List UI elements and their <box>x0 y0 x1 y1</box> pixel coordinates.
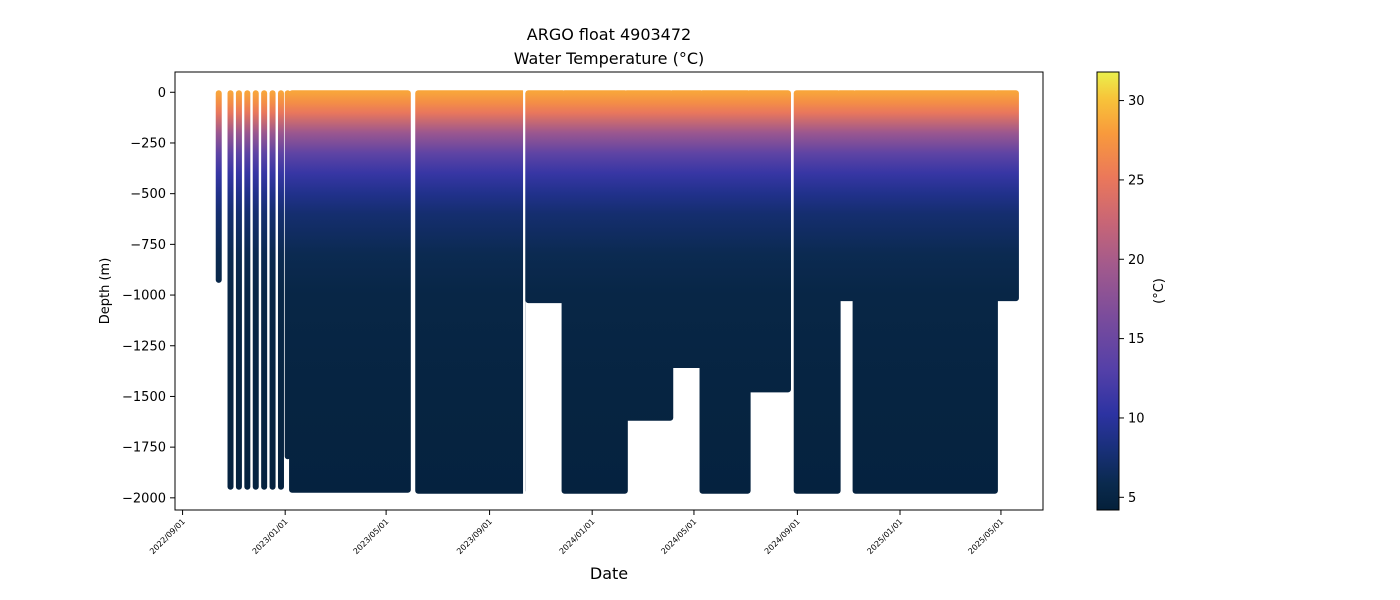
x-axis-label: Date <box>590 564 628 583</box>
profile-8 <box>277 90 284 490</box>
y-tick-label: −1000 <box>122 289 166 304</box>
x-tick-label: 2024/05/01 <box>659 517 698 556</box>
y-tick-label: −1500 <box>122 390 166 405</box>
profile-gap <box>523 90 526 494</box>
colorbar-tick-label: 15 <box>1128 332 1145 347</box>
profile-segment-2 <box>415 90 526 494</box>
profile-2 <box>227 90 234 490</box>
y-axis: 0 −250 −500 −750 −1000 −1250 −1500 −1750 −2000 <box>122 86 175 506</box>
y-tick-label: −1250 <box>122 339 166 354</box>
profile-segment-11 <box>852 90 998 494</box>
x-tick-label: 2023/01/01 <box>251 517 290 556</box>
x-tick-label: 2022/09/01 <box>148 517 187 556</box>
chart-title: ARGO float 4903472 <box>527 25 691 44</box>
colorbar-tick-label: 20 <box>1128 253 1145 268</box>
x-tick-label: 2023/05/01 <box>352 517 391 556</box>
profile-segment-8 <box>746 90 791 393</box>
profile-segment-6 <box>669 90 704 369</box>
x-tick-label: 2024/09/01 <box>763 517 802 556</box>
y-tick-label: −750 <box>130 238 166 253</box>
profile-segment-4 <box>561 90 628 494</box>
colorbar-ticks: 5 10 15 20 25 30 <box>1119 94 1145 506</box>
x-axis: 2022/09/01 2023/01/01 2023/05/01 2023/09/01… <box>148 510 1005 556</box>
colorbar-tick-label: 5 <box>1128 491 1136 506</box>
plot-frame <box>174 71 1044 511</box>
profile-segment-12 <box>993 90 1019 302</box>
profile-segment-1 <box>289 90 411 493</box>
colorbar-label: (°C) <box>1152 278 1167 304</box>
profile-segment-5 <box>623 90 674 421</box>
y-tick-label: −2000 <box>122 491 166 506</box>
profile-7 <box>269 90 276 490</box>
x-tick-label: 2025/05/01 <box>966 517 1005 556</box>
chart-subtitle: Water Temperature (°C) <box>514 49 704 68</box>
y-axis-label: Depth (m) <box>98 258 113 325</box>
colorbar-tick-label: 25 <box>1128 173 1145 188</box>
colorbar <box>1096 71 1120 511</box>
colorbar-tick-label: 30 <box>1128 94 1145 109</box>
plot-area <box>215 90 1019 494</box>
profile-segment-9 <box>793 90 841 494</box>
profile-4 <box>244 90 251 490</box>
y-tick-label: 0 <box>158 86 166 101</box>
x-tick-label: 2025/01/01 <box>865 517 904 556</box>
profile-1 <box>215 90 222 283</box>
profile-6 <box>261 90 268 490</box>
profile-5 <box>252 90 259 490</box>
profile-segment-10 <box>836 90 857 302</box>
x-tick-label: 2024/01/01 <box>558 517 597 556</box>
y-tick-label: −250 <box>130 136 166 151</box>
profile-segment-7 <box>699 90 751 494</box>
y-tick-label: −1750 <box>122 441 166 456</box>
profile-3 <box>235 90 242 490</box>
x-tick-label: 2023/09/01 <box>455 517 494 556</box>
profile-segment-3 <box>525 90 566 304</box>
colorbar-tick-label: 10 <box>1128 411 1145 426</box>
y-tick-label: −500 <box>130 187 166 202</box>
